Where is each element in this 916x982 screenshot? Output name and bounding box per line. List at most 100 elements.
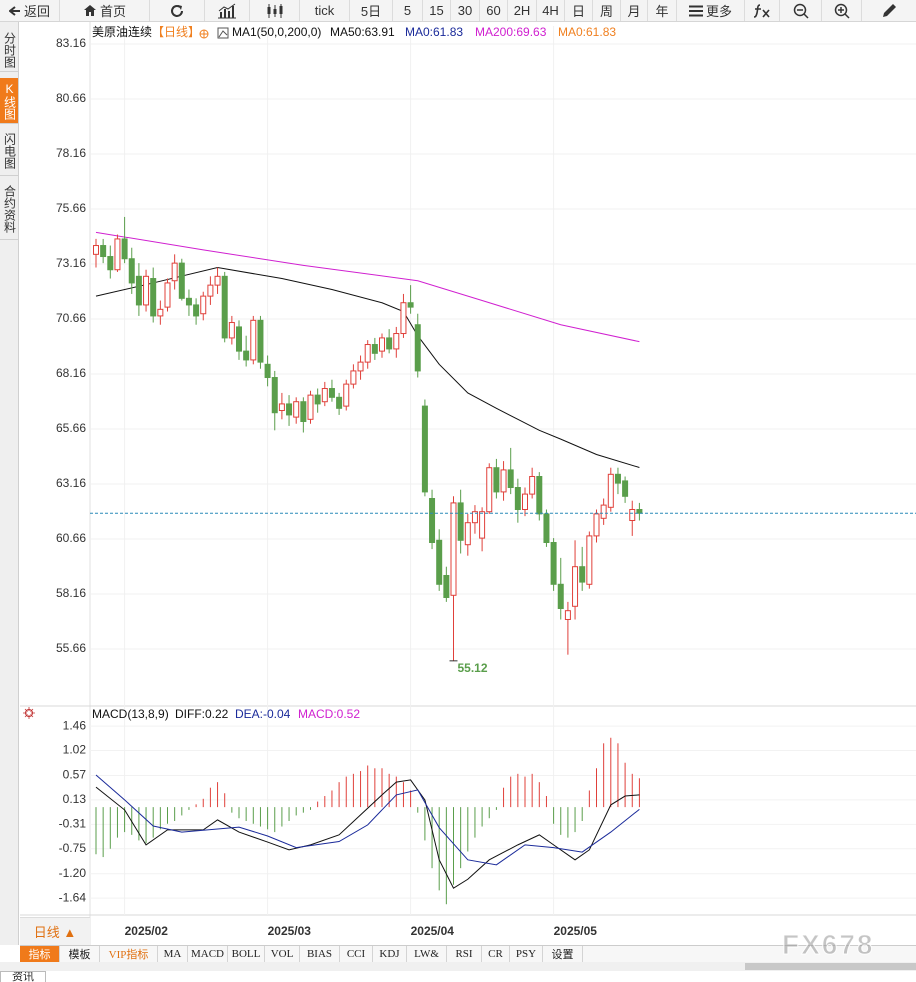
scrollbar[interactable]: [0, 962, 916, 971]
period-button[interactable]: tick: [300, 0, 350, 21]
period-button[interactable]: 日: [565, 0, 593, 21]
y-tick-label: 73.16: [56, 256, 86, 270]
indicator-tab[interactable]: 模板: [60, 946, 100, 962]
period-button[interactable]: 15: [423, 0, 451, 21]
candle-body: [536, 476, 543, 515]
period-button[interactable]: 4H: [537, 0, 565, 21]
period-button[interactable]: 月: [621, 0, 648, 21]
period-button[interactable]: 周: [593, 0, 621, 21]
candle-body: [407, 302, 414, 308]
candle-body: [278, 403, 285, 412]
y-tick-label: 63.16: [56, 476, 86, 490]
period-button[interactable]: 30: [451, 0, 480, 21]
side-tab[interactable]: 分时图: [0, 28, 18, 72]
indicator-tab[interactable]: VOL: [265, 946, 300, 962]
candle-body: [629, 509, 636, 522]
y-tick-label: 80.66: [56, 91, 86, 105]
x-tick-label: 2025/02: [125, 924, 169, 938]
indicator-tab[interactable]: 指标: [20, 946, 60, 962]
candle-body: [529, 476, 536, 495]
indicator-tab[interactable]: LW&: [407, 946, 447, 962]
candle-body: [471, 511, 478, 524]
candle-body: [214, 275, 221, 286]
back-button[interactable]: 返回: [0, 0, 60, 21]
macd-settings-icon[interactable]: [23, 707, 35, 719]
y-tick-label: 70.66: [56, 311, 86, 325]
indicator-tab[interactable]: RSI: [447, 946, 482, 962]
period-button[interactable]: 2H: [508, 0, 537, 21]
side-tab[interactable]: K线图: [0, 78, 18, 124]
candle-body: [429, 498, 436, 543]
candle-body: [400, 302, 407, 335]
candle-body: [93, 245, 99, 255]
side-tab[interactable]: 合约资料: [0, 178, 18, 240]
candle-body: [522, 493, 528, 511]
period-label: 【日线】: [152, 25, 200, 39]
y-tick-label: 1.46: [63, 718, 87, 732]
zoom-in-button[interactable]: [822, 0, 862, 21]
period-button[interactable]: 年: [648, 0, 677, 21]
indicator-tab[interactable]: BIAS: [300, 946, 340, 962]
indicator-tab[interactable]: 设置: [543, 946, 583, 962]
candle-body: [221, 275, 228, 339]
candle-body: [157, 308, 164, 317]
candle-body: [500, 469, 507, 493]
candle-body: [600, 504, 607, 519]
indicator-tab[interactable]: KDJ: [373, 946, 407, 962]
candle-body: [114, 238, 121, 271]
candle-body: [250, 319, 257, 361]
low-annotation: 55.12: [458, 661, 488, 675]
candle-body: [364, 344, 371, 363]
chart: 美原油连续 【日线】 83.16 80.66 78.16 75.66 73.16 70.6…: [20, 22, 916, 945]
formula-button[interactable]: [745, 0, 780, 21]
indicator-tab[interactable]: VIP指标: [100, 946, 158, 962]
period-button[interactable]: 5: [393, 0, 423, 21]
candle-body: [607, 473, 614, 508]
candle-body: [557, 583, 564, 609]
period-button[interactable]: 5日: [350, 0, 393, 21]
candle-body: [286, 403, 293, 416]
side-tab[interactable]: 闪电图: [0, 126, 18, 176]
indicator-line: [95, 267, 640, 468]
candle-body: [593, 513, 600, 537]
candle-body: [228, 322, 235, 339]
candle-body: [243, 350, 250, 361]
refresh-button[interactable]: [150, 0, 205, 21]
indicator-tab[interactable]: MA: [158, 946, 188, 962]
candle-body: [171, 262, 178, 282]
indicator-line: [95, 774, 640, 866]
indicator-tab[interactable]: CR: [482, 946, 510, 962]
news-tab[interactable]: 资讯: [0, 971, 46, 982]
indicator-tab[interactable]: BOLL: [228, 946, 265, 962]
refresh-icon: [171, 4, 183, 17]
settings-icon[interactable]: [199, 29, 209, 39]
more-button[interactable]: 更多: [677, 0, 745, 21]
y-tick-label: 0.57: [63, 768, 87, 782]
period-selector[interactable]: 日线 ▲: [20, 917, 90, 945]
indicator-icon[interactable]: [217, 27, 229, 39]
x-tick-label: 2025/05: [554, 924, 598, 938]
candle-body: [293, 401, 300, 418]
legend-entry: MA0:61.83: [558, 25, 616, 39]
legend-entry: MA200:69.63: [475, 25, 547, 39]
legend-entry: MA50:63.91: [330, 25, 395, 39]
chart-type-button[interactable]: [205, 0, 250, 21]
legend-entry: DEA:-0.04: [235, 707, 291, 721]
candle-body: [328, 388, 335, 398]
x-tick-label: 2025/03: [268, 924, 312, 938]
indicator-tab[interactable]: MACD: [188, 946, 228, 962]
home-button[interactable]: 首页: [60, 0, 150, 21]
home-icon: [83, 5, 96, 16]
candle-body: [307, 394, 314, 420]
scroll-thumb[interactable]: [745, 963, 916, 970]
draw-icon: [883, 3, 896, 17]
more-icon: [688, 5, 703, 16]
zoom-out-button[interactable]: [780, 0, 822, 21]
draw-button[interactable]: [862, 0, 916, 21]
candle-button[interactable]: [250, 0, 300, 21]
indicator-tab[interactable]: PSY: [510, 946, 543, 962]
legend-entry: MA0:61.83: [405, 25, 463, 39]
period-button[interactable]: 60: [480, 0, 508, 21]
indicator-tab[interactable]: CCI: [340, 946, 373, 962]
y-tick-label: 1.02: [63, 743, 87, 757]
